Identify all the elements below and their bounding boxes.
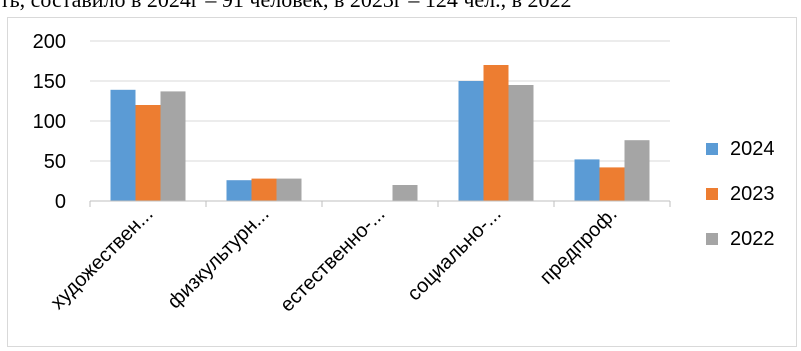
legend-swatch-2022 [706,233,718,245]
bar-2022-1 [276,178,302,201]
bar-2022-0 [160,91,186,201]
y-tick-label: 150 [33,71,66,93]
bar-2023-1 [251,178,277,201]
bar-2024-1 [226,180,252,201]
legend-swatch-2024 [706,143,718,155]
category-label: естественно-... [276,203,389,316]
category-label: физкультурн... [163,203,273,313]
bar-2022-2 [392,185,418,201]
legend: 2024 2023 2022 [706,138,775,250]
y-tick-label: 0 [55,191,66,213]
bar-2023-0 [135,105,161,201]
legend-label-2024: 2024 [730,138,775,160]
bar-2024-4 [574,159,600,201]
bar-2023-4 [599,167,625,201]
category-labels: художествен... физкультурн... естественно-… [47,203,622,316]
legend-label-2023: 2023 [730,183,775,205]
bar-2023-3 [483,65,509,201]
bars [110,65,650,201]
y-tick-label: 50 [44,151,66,173]
y-tick-label: 100 [33,111,66,133]
top-text-fragment: ть, составило в 2024г – 91 человек, в 20… [0,0,801,17]
x-axis [89,200,671,207]
y-axis-tick-labels: 0 50 100 150 200 [33,31,66,213]
y-tick-label: 200 [33,31,66,53]
bar-2022-4 [624,140,650,201]
category-label: социально-... [403,203,505,305]
bar-2022-3 [508,85,534,201]
legend-label-2022: 2022 [730,228,775,250]
bar-2024-0 [110,89,136,201]
legend-swatch-2023 [706,188,718,200]
category-label: предпроф. [536,203,622,289]
bar-2024-3 [458,81,484,201]
category-label: художествен... [47,203,158,314]
